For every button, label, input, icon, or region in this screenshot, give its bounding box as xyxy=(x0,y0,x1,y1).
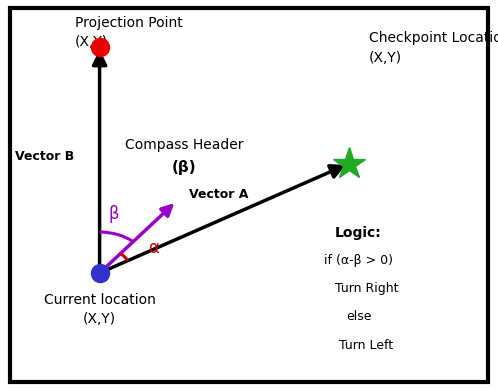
Text: β: β xyxy=(108,205,119,223)
Text: Turn Left: Turn Left xyxy=(324,339,393,351)
Text: (X,Y): (X,Y) xyxy=(75,35,108,49)
Text: Vector A: Vector A xyxy=(189,188,249,201)
Text: Logic:: Logic: xyxy=(335,226,382,240)
Text: Vector B: Vector B xyxy=(15,149,74,163)
Text: (X,Y): (X,Y) xyxy=(83,312,116,326)
Text: Turn Right: Turn Right xyxy=(319,282,398,295)
Text: if (α-β > 0): if (α-β > 0) xyxy=(324,254,393,267)
Text: Current location: Current location xyxy=(44,292,155,307)
Text: Projection Point: Projection Point xyxy=(75,16,182,30)
Text: Compass Header: Compass Header xyxy=(125,138,244,152)
Text: else: else xyxy=(346,310,372,323)
Text: α: α xyxy=(148,239,159,257)
Text: (β): (β) xyxy=(172,161,197,176)
Text: (X,Y): (X,Y) xyxy=(369,51,402,65)
Text: Checkpoint Location: Checkpoint Location xyxy=(369,31,498,45)
